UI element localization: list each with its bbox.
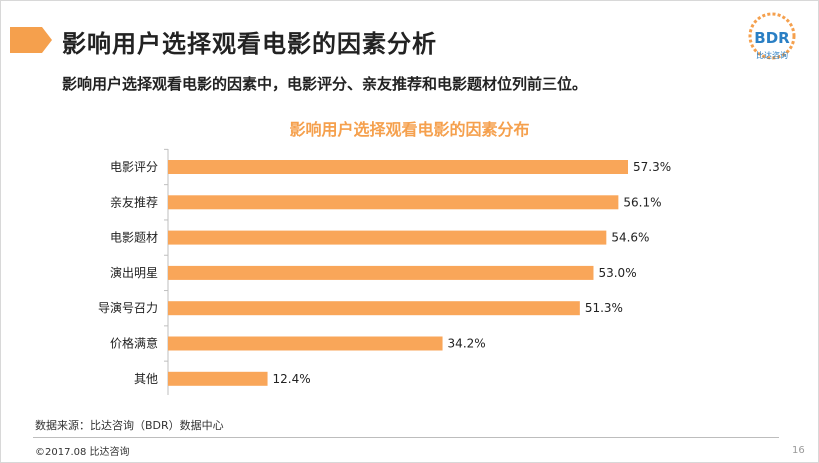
category-label: 导演号召力 [98, 300, 158, 315]
value-label: 54.6% [611, 231, 649, 245]
category-label: 电影评分 [110, 160, 158, 174]
value-label: 12.4% [273, 372, 311, 386]
category-label: 价格满意 [110, 336, 158, 351]
bar [168, 230, 607, 245]
title-marker-icon [10, 27, 52, 53]
bdr-logo-icon: BDR [748, 12, 796, 60]
summary-text: 影响用户选择观看电影的因素中，电影评分、亲友推荐和电影题材位列前三位。 [62, 75, 588, 93]
chart-title: 影响用户选择观看电影的因素分布 [289, 120, 530, 139]
copyright-text: ©2017.08 比达咨询 [35, 447, 130, 458]
page-number: 16 [792, 445, 805, 456]
bar [168, 371, 268, 386]
category-label: 亲友推荐 [110, 195, 158, 209]
value-label: 34.2% [448, 337, 486, 351]
value-label: 56.1% [623, 195, 661, 209]
bar [168, 265, 594, 280]
logo-text: BDR [754, 29, 790, 47]
bar [168, 336, 443, 351]
bar [168, 301, 580, 316]
value-label: 53.0% [598, 266, 636, 280]
bar [168, 160, 628, 174]
value-label: 57.3% [633, 160, 671, 174]
bar-chart: 电影评分 57.3% 亲友推荐 56.1% 电影题材 54.6% 演出明星 53.0% 导演号召… [98, 148, 671, 395]
page-title: 影响用户选择观看电影的因素分析 [62, 30, 437, 58]
category-label: 其他 [134, 372, 158, 386]
footer-divider [33, 437, 779, 438]
logo-subtitle: 比达咨询 [756, 51, 788, 60]
bar [168, 195, 619, 210]
category-label: 电影题材 [110, 231, 158, 245]
value-label: 51.3% [585, 301, 623, 315]
data-source-note: 数据来源：比达咨询（BDR）数据中心 [35, 419, 224, 432]
category-label: 演出明星 [110, 265, 158, 280]
